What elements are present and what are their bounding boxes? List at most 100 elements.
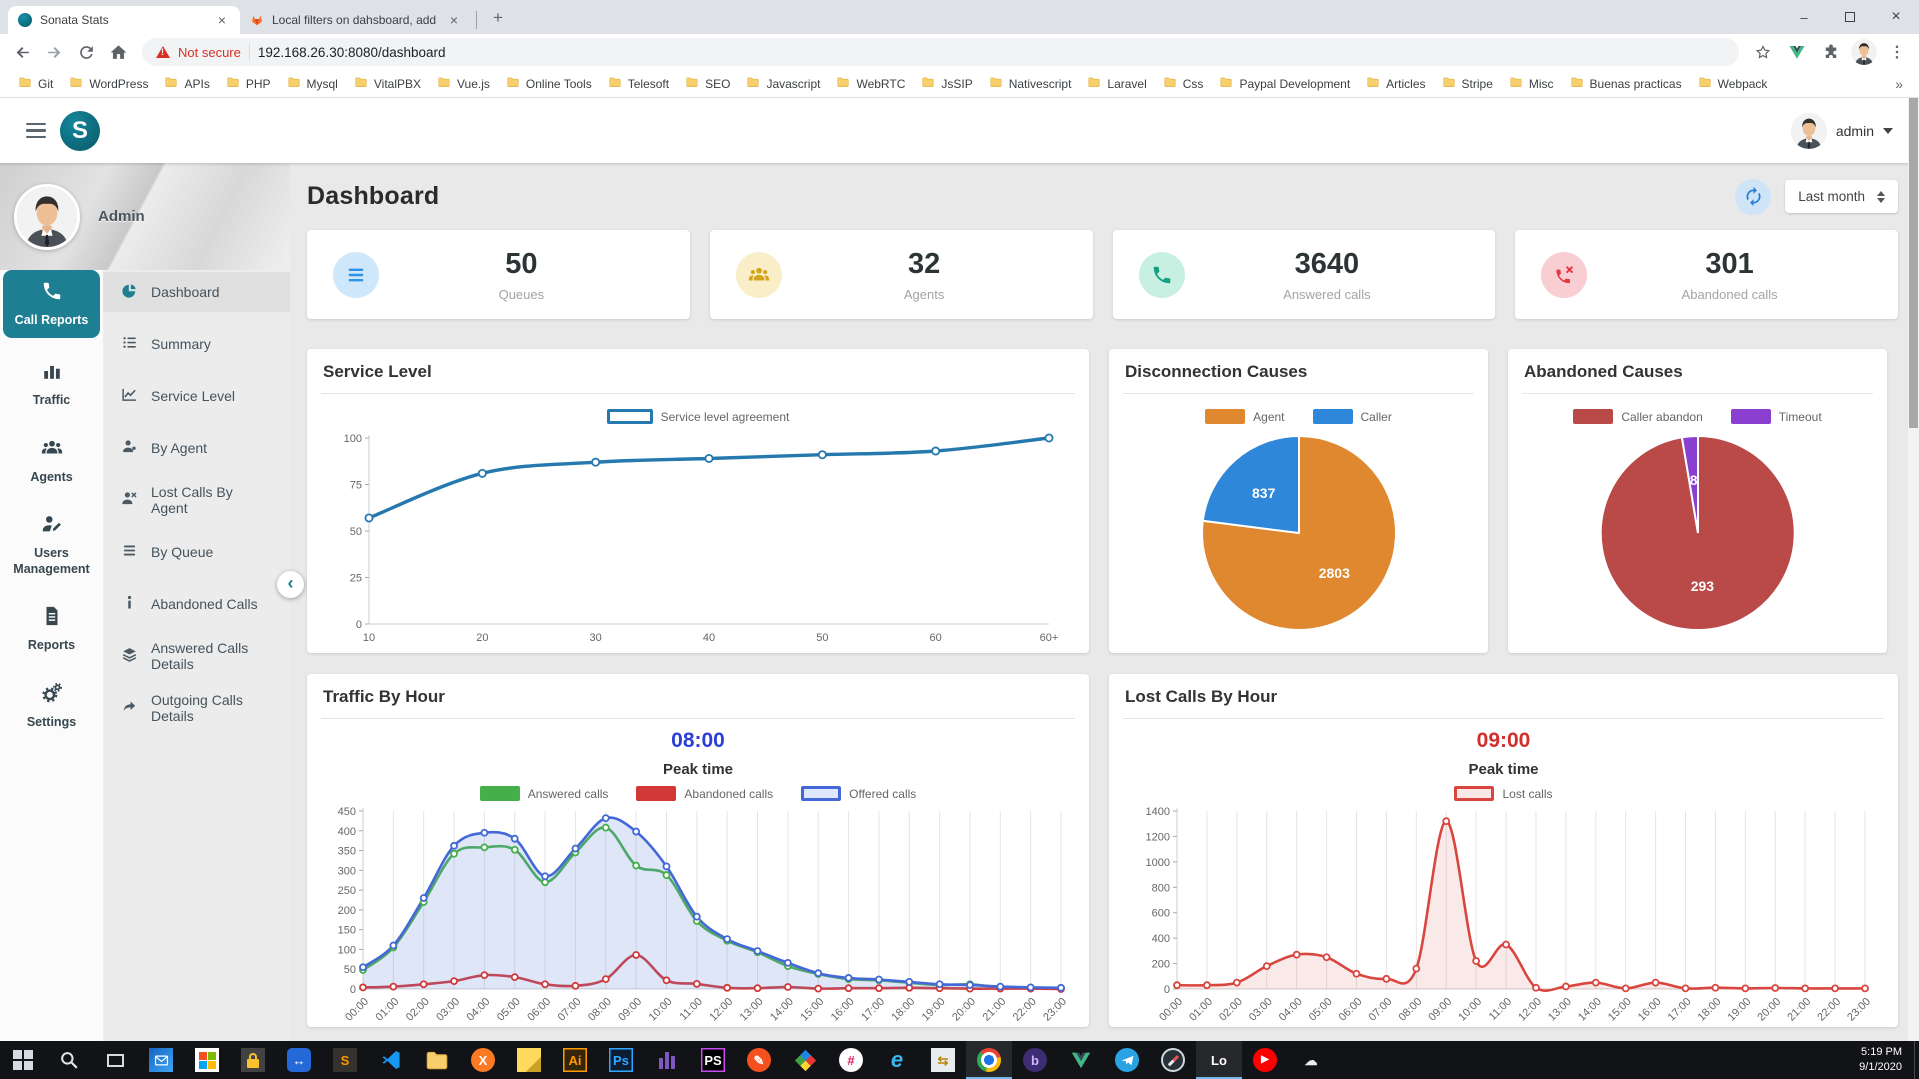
bookmark-online-tools[interactable]: Online Tools — [498, 72, 600, 95]
new-tab-button[interactable]: + — [481, 8, 515, 34]
bookmark-css[interactable]: Css — [1155, 72, 1212, 95]
minimize-button[interactable]: – — [1781, 0, 1827, 34]
legend-item-answered-calls[interactable]: Answered calls — [479, 786, 608, 801]
subnav-item-outgoing-calls-details[interactable]: Outgoing Calls Details — [103, 688, 290, 728]
sidebar-item-settings[interactable]: Settings — [3, 676, 100, 736]
back-button[interactable] — [8, 38, 36, 66]
bookmark-vue-js[interactable]: Vue.js — [429, 72, 498, 95]
subnav-item-summary[interactable]: Summary — [103, 324, 290, 364]
phpstorm-icon[interactable]: PS — [690, 1041, 736, 1079]
subnav-item-by-agent[interactable]: By Agent — [103, 428, 290, 468]
sidebar-item-traffic[interactable]: Traffic — [3, 354, 100, 414]
xampp-icon[interactable]: X — [460, 1041, 506, 1079]
bookmark-jssip[interactable]: JsSIP — [913, 72, 980, 95]
weather-app-icon[interactable]: ☁ — [1304, 1052, 1318, 1068]
purple-b-app-icon[interactable]: b — [1012, 1041, 1058, 1079]
system-tray-clock[interactable]: 5:19 PM 9/1/2020 — [1847, 1045, 1914, 1076]
subnav-item-abandoned-calls[interactable]: Abandoned Calls — [103, 584, 290, 624]
legend-item-offered-calls[interactable]: Offered calls — [801, 786, 916, 801]
subnav-item-lost-calls-by-agent[interactable]: Lost Calls By Agent — [103, 480, 290, 520]
teamviewer-icon[interactable]: ↔ — [276, 1041, 322, 1079]
bookmark-php[interactable]: PHP — [218, 72, 279, 95]
not-secure-label[interactable]: Not secure — [178, 44, 241, 60]
date-range-select[interactable]: Last month — [1785, 180, 1898, 213]
bookmark-apis[interactable]: APIs — [156, 72, 217, 95]
sublime-text-icon[interactable]: S — [322, 1041, 368, 1079]
legend-item-timeout[interactable]: Timeout — [1730, 409, 1822, 424]
legend-item-agent[interactable]: Agent — [1205, 409, 1285, 424]
address-bar[interactable]: Not secure 192.168.26.30:8080/dashboard — [142, 38, 1739, 66]
refresh-button[interactable] — [1735, 178, 1772, 215]
bookmark-laravel[interactable]: Laravel — [1079, 72, 1154, 95]
start-button[interactable] — [0, 1041, 46, 1079]
user-menu[interactable]: admin — [1790, 112, 1893, 149]
lo-app-icon[interactable]: Lo — [1196, 1041, 1242, 1079]
tab-close-icon[interactable]: × — [449, 12, 459, 28]
url-text[interactable]: 192.168.26.30:8080/dashboard — [257, 44, 446, 60]
bookmark-vitalpbx[interactable]: VitalPBX — [346, 72, 429, 95]
extensions-icon[interactable] — [1817, 38, 1845, 66]
close-button[interactable]: × — [1873, 0, 1919, 34]
vue-app-icon[interactable] — [1058, 1041, 1104, 1079]
sidebar-item-agents[interactable]: Agents — [3, 431, 100, 491]
vscode-icon[interactable] — [368, 1041, 414, 1079]
illustrator-icon[interactable]: Ai — [552, 1041, 598, 1079]
bookmark-buenas-practicas[interactable]: Buenas practicas — [1562, 72, 1690, 95]
bookmark-seo[interactable]: SEO — [677, 72, 738, 95]
diamond-app-icon[interactable] — [782, 1041, 828, 1079]
bookmark-paypal-development[interactable]: Paypal Development — [1211, 72, 1358, 95]
sidebar-collapse-button[interactable]: ‹ — [277, 571, 304, 598]
legend-item-abandoned-calls[interactable]: Abandoned calls — [636, 786, 773, 801]
bookmark-misc[interactable]: Misc — [1501, 72, 1562, 95]
bookmark-star-icon[interactable] — [1749, 38, 1777, 66]
maximize-button[interactable] — [1827, 0, 1873, 34]
hamburger-menu-icon[interactable] — [26, 122, 46, 139]
chrome-icon[interactable] — [966, 1041, 1012, 1079]
file-explorer-icon[interactable] — [414, 1041, 460, 1079]
mail-app-icon[interactable] — [138, 1041, 184, 1079]
bookmark-nativescript[interactable]: Nativescript — [981, 72, 1080, 95]
app-logo[interactable]: S SonataSuite Stats — [60, 0, 260, 322]
subnav-item-dashboard[interactable]: Dashboard — [103, 272, 290, 312]
browser-menu-icon[interactable] — [1883, 38, 1911, 66]
bookmark-mysql[interactable]: Mysql — [279, 72, 346, 95]
bookmark-articles[interactable]: Articles — [1358, 72, 1433, 95]
bookmark-git[interactable]: Git — [10, 72, 61, 95]
task-view-button[interactable] — [92, 1041, 138, 1079]
winscp-icon[interactable]: ⇆ — [920, 1041, 966, 1079]
telegram-icon[interactable] — [1104, 1041, 1150, 1079]
subnav-item-service-level[interactable]: Service Level — [103, 376, 290, 416]
microsoft-store-icon[interactable] — [184, 1041, 230, 1079]
search-button[interactable] — [46, 1041, 92, 1079]
bookmark-webpack[interactable]: Webpack — [1690, 72, 1776, 95]
bookmark-telesoft[interactable]: Telesoft — [600, 72, 677, 95]
bookmark-wordpress[interactable]: WordPress — [61, 72, 156, 95]
purple-towers-app-icon[interactable] — [644, 1041, 690, 1079]
legend-item-service-level-agreement[interactable]: Service level agreement — [606, 409, 789, 424]
sidebar-item-call-reports[interactable]: Call Reports — [3, 270, 100, 339]
edge-icon[interactable]: e — [890, 1047, 904, 1072]
slack-icon[interactable]: # — [828, 1041, 874, 1079]
legend-item-lost-calls[interactable]: Lost calls — [1454, 786, 1553, 801]
page-scrollbar[interactable] — [1908, 98, 1919, 1041]
sidebar-item-users-management[interactable]: Users Management — [3, 507, 100, 584]
subnav-item-answered-calls-details[interactable]: Answered Calls Details — [103, 636, 290, 676]
youtube-music-icon[interactable]: ▶ — [1242, 1041, 1288, 1079]
bookmarks-overflow-icon[interactable]: » — [1895, 75, 1903, 92]
photoshop-icon[interactable]: Ps — [598, 1041, 644, 1079]
lock-app-icon[interactable] — [230, 1041, 276, 1079]
sticky-notes-icon[interactable] — [506, 1041, 552, 1079]
sidebar-item-reports[interactable]: Reports — [3, 599, 100, 659]
compass-app-icon[interactable] — [1150, 1041, 1196, 1079]
tab-close-icon[interactable]: × — [217, 12, 227, 28]
bookmark-javascript[interactable]: Javascript — [738, 72, 828, 95]
legend-item-caller[interactable]: Caller — [1312, 409, 1392, 424]
browser-tab-local-filters-on-dahsboard-add-a[interactable]: Local filters on dahsboard, add a × — [240, 6, 472, 34]
browser-tab-sonata-stats[interactable]: Sonata Stats × — [8, 6, 240, 34]
bookmark-stripe[interactable]: Stripe — [1434, 72, 1501, 95]
subnav-item-by-queue[interactable]: By Queue — [103, 532, 290, 572]
vue-devtools-icon[interactable] — [1783, 38, 1811, 66]
pencil-app-icon[interactable]: ✎ — [736, 1041, 782, 1079]
browser-profile-avatar[interactable] — [1851, 39, 1877, 65]
scrollbar-thumb[interactable] — [1909, 98, 1918, 428]
